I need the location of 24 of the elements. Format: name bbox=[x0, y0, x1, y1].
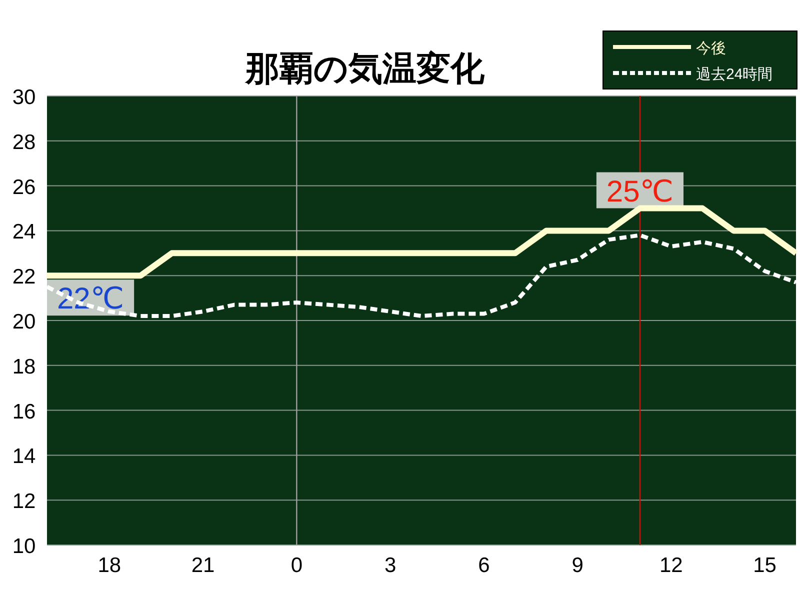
text: 今後 bbox=[696, 40, 726, 57]
text: 過去24時間 bbox=[696, 66, 773, 83]
chart-title: 那覇の気温変化 bbox=[244, 50, 486, 88]
y-tick-label: 12 bbox=[12, 490, 36, 514]
y-tick-label: 24 bbox=[12, 220, 36, 244]
x-tick-label: 21 bbox=[191, 554, 215, 577]
y-tick-label: 10 bbox=[12, 535, 36, 558]
y-tick-label: 20 bbox=[12, 310, 36, 334]
y-tick-label: 16 bbox=[12, 400, 36, 424]
y-tick-label: 30 bbox=[12, 86, 36, 109]
y-tick-label: 18 bbox=[12, 355, 36, 378]
annotation: 25℃ bbox=[606, 175, 674, 208]
x-tick-label: 12 bbox=[659, 554, 683, 577]
x-tick-label: 6 bbox=[478, 554, 490, 577]
x-tick-label: 18 bbox=[98, 554, 122, 577]
y-tick-label: 28 bbox=[12, 130, 36, 154]
y-tick-label: 26 bbox=[12, 176, 36, 199]
line-series bbox=[45, 233, 798, 318]
x-tick-label: 15 bbox=[753, 554, 776, 577]
x-tick-label: 3 bbox=[384, 554, 396, 577]
x-tick-label: 9 bbox=[572, 554, 584, 577]
y-tick-label: 14 bbox=[12, 445, 36, 468]
y-tick-label: 22 bbox=[12, 266, 36, 289]
x-tick-label: 0 bbox=[290, 554, 303, 577]
